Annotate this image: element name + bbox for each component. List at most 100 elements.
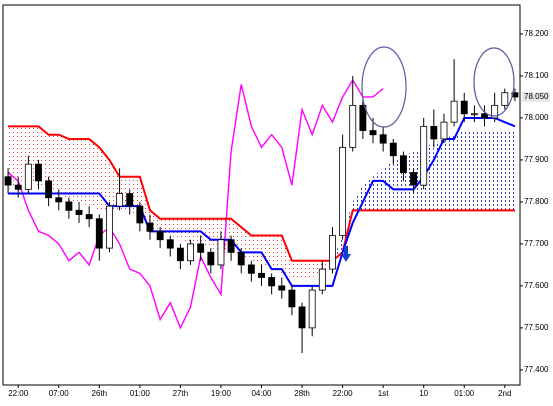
cloud <box>464 130 475 211</box>
candle-body <box>349 104 357 148</box>
y-tick-label: 77.800 <box>524 197 549 206</box>
candle-body <box>440 121 448 140</box>
candle-body <box>339 146 347 236</box>
y-tick-label: 77.600 <box>524 281 549 290</box>
cloud <box>58 134 69 202</box>
candle-body <box>4 176 12 186</box>
x-tick-label: 22:00 <box>333 389 354 398</box>
candle-body <box>24 163 32 190</box>
y-tick-label: 77.900 <box>524 155 549 164</box>
cloud <box>271 235 282 274</box>
candle-body <box>399 155 407 173</box>
x-tick-label: 07:00 <box>49 389 70 398</box>
candle-body <box>501 92 509 106</box>
last-price-box <box>522 91 550 102</box>
cloud <box>454 130 465 211</box>
cloud <box>443 134 455 211</box>
last-price-label: 78.050 <box>524 92 549 101</box>
x-tick-label: 10 <box>419 389 428 398</box>
cloud <box>251 235 262 265</box>
highlight-ellipse <box>473 47 515 117</box>
candle-body <box>65 201 73 211</box>
candle-body <box>187 243 194 262</box>
kijun-line <box>8 116 516 287</box>
candle-body <box>35 163 42 182</box>
candle-body <box>227 239 235 253</box>
candle-body <box>146 222 154 232</box>
candle-body <box>470 113 478 116</box>
chikou-line <box>7 78 384 330</box>
x-tick-label: 1st <box>378 389 389 398</box>
signal-arrow <box>341 246 351 262</box>
y-tick-label: 78.000 <box>524 113 549 122</box>
candle-body <box>481 113 488 119</box>
y-tick-label: 77.700 <box>524 239 549 248</box>
cloud <box>474 130 485 211</box>
x-tick-label: 28th <box>294 389 310 398</box>
x-tick-label: 26th <box>92 389 108 398</box>
candle-body <box>369 130 377 136</box>
candle-body <box>268 277 276 287</box>
candle-body <box>55 197 63 203</box>
cloud <box>89 138 100 211</box>
candle-body <box>197 243 205 253</box>
cloud <box>200 218 211 249</box>
cloud <box>373 168 384 211</box>
candle-body <box>166 239 174 249</box>
candle-body <box>420 125 428 186</box>
span-b-line <box>8 125 515 262</box>
candle-body <box>511 92 519 98</box>
cloud <box>352 185 363 211</box>
y-tick-label: 78.100 <box>524 71 549 80</box>
candle-body <box>329 235 336 270</box>
candle-body <box>430 125 438 140</box>
candle-body <box>359 104 367 131</box>
x-tick-label: 27th <box>173 389 189 398</box>
candle-body <box>156 230 164 241</box>
x-tick-label: 01:00 <box>454 389 475 398</box>
candle-body <box>126 193 134 207</box>
cloud <box>8 126 19 190</box>
candle-body <box>95 218 103 249</box>
cloud <box>99 147 110 211</box>
cloud <box>302 260 313 278</box>
cloud <box>261 235 272 270</box>
y-tick-label: 77.400 <box>524 365 549 374</box>
cloud <box>48 134 59 194</box>
highlight-ellipse <box>361 46 407 128</box>
x-tick-label: 04:00 <box>251 389 272 398</box>
candle-body <box>379 134 387 144</box>
x-tick-label: 22:00 <box>8 389 29 398</box>
candle-body <box>278 285 286 291</box>
candle-body <box>410 172 417 186</box>
candle-body <box>217 239 225 266</box>
x-tick-label: 01:00 <box>130 389 151 398</box>
candle-body <box>308 289 316 329</box>
candle-body <box>288 289 296 308</box>
cloud <box>170 218 181 240</box>
candle-body <box>389 142 397 157</box>
cloud <box>484 130 495 211</box>
candle-body <box>460 100 468 115</box>
candle-body <box>318 268 326 291</box>
candle-body <box>136 205 144 224</box>
candle-body <box>106 205 113 249</box>
candle-body <box>45 180 53 199</box>
candle-body <box>85 214 93 220</box>
candle-body <box>176 247 184 262</box>
cloud <box>504 130 515 211</box>
candle-body <box>116 193 124 207</box>
candle-body <box>14 184 22 190</box>
cloud <box>291 260 303 278</box>
cloud <box>494 130 505 211</box>
cloud <box>79 138 90 207</box>
candle-body <box>298 306 306 329</box>
cloud <box>281 235 292 278</box>
candle-body <box>237 251 245 266</box>
candle-body <box>491 104 499 119</box>
y-tick-label: 78.200 <box>524 29 549 38</box>
y-tick-label: 77.500 <box>524 323 549 332</box>
candle-body <box>75 209 83 215</box>
candle-body <box>207 251 215 266</box>
